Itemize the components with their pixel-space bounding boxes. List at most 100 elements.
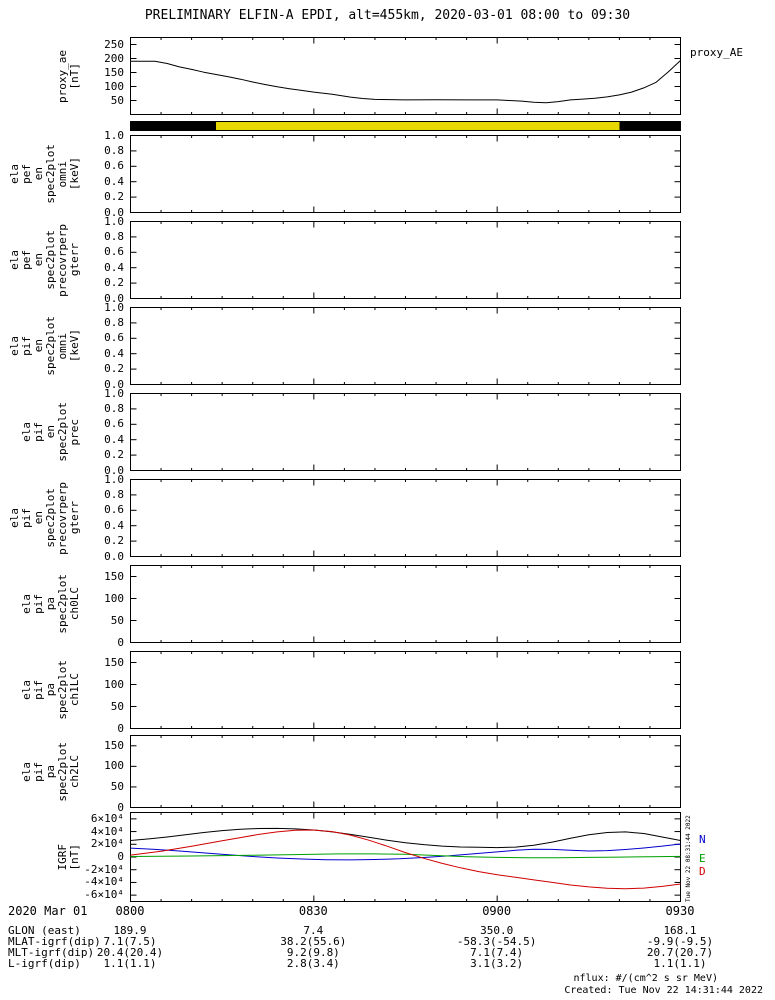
panel-pif-pa-ch0lc	[130, 565, 681, 643]
y-tick-label: 0.4	[104, 432, 124, 446]
ylabel-line: proxy_ae	[56, 49, 69, 103]
ylabel-line: spec2plot	[56, 574, 69, 634]
y-tick-label: 100	[104, 591, 124, 605]
y-tick-label: 0.0	[104, 463, 124, 477]
ylabel-line: [keV]	[68, 329, 81, 363]
ylabel-line: pif	[20, 508, 33, 528]
panel-ylabel-proxy-ae: proxy_ae [nT]	[2, 37, 81, 115]
ylabel-line: spec2plot	[44, 144, 57, 204]
igrf-legend-D: D	[699, 865, 706, 878]
created-timestamp: Created: Tue Nov 22 14:31:44 2022	[564, 985, 763, 996]
y-tick-label: 1.0	[104, 214, 124, 228]
panel-ylabel-pef-en-precovrperp: ela pef en spec2plot precovrperp gterr	[2, 221, 81, 299]
ylabel-line: ela	[20, 422, 33, 442]
y-tick-label: 200	[104, 51, 124, 65]
y-tick-label: 0.6	[104, 245, 124, 259]
var-value: 38.2(55.6)	[280, 935, 347, 948]
time-tick-label: 0930	[665, 904, 695, 918]
var-value: 20.4(20.4)	[96, 946, 164, 959]
y-tick-label: 150	[104, 569, 124, 583]
y-tick-label: 0.6	[104, 331, 124, 345]
time-tick-label: 0900	[482, 904, 512, 918]
ylabel-line: pif	[32, 761, 45, 782]
var-value: 189.9	[113, 924, 147, 937]
ylabel-line: en	[32, 511, 45, 525]
panel-pef-en-precovrperp	[130, 221, 681, 299]
var-value: 20.7(20.7)	[646, 946, 714, 959]
var-row-label: MLT-igrf(dip)	[8, 946, 95, 959]
ylabel-line: pif	[32, 422, 45, 442]
proxy-ae-right-label: proxy_AE	[690, 46, 743, 59]
y-tick-label: 1.0	[104, 128, 124, 142]
y-tick-label: 0.0	[104, 291, 124, 305]
panel-ylabel-igrf: IGRF [nT]	[2, 812, 81, 902]
ylabel-line: [keV]	[68, 157, 81, 191]
var-value: 168.1	[663, 924, 697, 937]
panel-ylabel-pif-en-omni: ela pif en spec2plot omni [keV]	[2, 307, 81, 385]
var-value: 350.0	[480, 924, 514, 937]
var-row-label: MLAT-igrf(dip)	[8, 935, 101, 948]
y-tick-label: 0.8	[104, 143, 124, 157]
y-tick-label: 0.4	[104, 174, 124, 188]
panel-pif-pa-ch1lc	[130, 651, 681, 729]
y-tick-label: 1.0	[104, 386, 124, 400]
ylabel-line: pef	[20, 250, 33, 270]
panel-ylabel-pef-en-omni: ela pef en spec2plot omni [keV]	[2, 135, 81, 213]
ylabel-line: spec2plot	[56, 402, 69, 462]
y-tick-label: 6×10⁴	[90, 811, 124, 825]
ylabel-line: pif	[32, 594, 45, 614]
panel-pif-en-omni	[130, 307, 681, 385]
y-tick-label: 50	[110, 93, 124, 107]
y-tick-label: 150	[104, 655, 124, 669]
ylabel-line: en	[32, 253, 45, 267]
y-tick-label: 0.6	[104, 417, 124, 431]
y-tick-label: 0.0	[104, 549, 124, 563]
y-tick-label: 0	[117, 800, 124, 814]
y-tick-label: 0.2	[104, 190, 124, 204]
y-tick-label: 0.2	[104, 276, 124, 290]
ylabel-line: IGRF	[56, 843, 69, 871]
ylabel-line: ela	[20, 594, 33, 614]
ylabel-line: spec2plot	[56, 660, 69, 720]
ylabel-line: gterr	[68, 501, 81, 535]
ylabel-line: [nT]	[68, 62, 81, 90]
plot-title: PRELIMINARY ELFIN-A EPDI, alt=455km, 202…	[144, 8, 631, 23]
y-tick-label: 1.0	[104, 300, 124, 314]
y-tick-label: 0.4	[104, 260, 124, 274]
ylabel-line: gterr	[68, 243, 81, 277]
panel-ylabel-pif-en-precovrperp: ela pif en spec2plot precovrperp gterr	[2, 479, 81, 557]
ylabel-line: pa	[44, 764, 57, 779]
y-tick-label: 100	[104, 677, 124, 691]
y-tick-label: 0.2	[104, 534, 124, 548]
var-value: 3.1(3.2)	[470, 957, 524, 970]
y-tick-label: 100	[104, 79, 124, 93]
y-tick-label: 0.0	[104, 205, 124, 219]
y-tick-label: 4×10⁴	[90, 824, 124, 838]
y-tick-label: 50	[110, 613, 124, 627]
ylabel-line: ela	[8, 250, 21, 270]
ylabel-line: pef	[20, 164, 33, 184]
ylabel-line: pif	[20, 336, 33, 356]
panel-pif-pa-ch2lc	[130, 735, 681, 808]
time-tick-label: 0830	[298, 904, 328, 918]
ylabel-line: spec2plot	[44, 488, 57, 548]
y-tick-label: 50	[110, 699, 124, 713]
y-tick-label: 0.2	[104, 448, 124, 462]
ylabel-line: precovrperp	[56, 223, 69, 297]
ylabel-line: spec2plot	[44, 230, 57, 290]
y-tick-label: -2×10⁴	[84, 862, 124, 876]
y-tick-label: 150	[104, 738, 124, 752]
y-tick-label: 2×10⁴	[90, 837, 124, 851]
panel-pif-en-prec	[130, 393, 681, 471]
panel-sunlight-bar	[130, 121, 681, 131]
ylabel-line: prec	[68, 418, 81, 446]
panel-ylabel-pif-pa-ch1lc: ela pif pa spec2plot ch1LC	[2, 651, 81, 729]
y-tick-label: 0.8	[104, 229, 124, 243]
panel-ylabel-pif-pa-ch2lc: ela pif pa spec2plot ch2LC	[2, 735, 81, 808]
var-value: 1.1(1.1)	[103, 957, 157, 970]
ylabel-line: ela	[20, 680, 33, 700]
ylabel-line: pa	[44, 683, 57, 697]
y-tick-label: 50	[110, 779, 124, 793]
y-tick-label: 0.8	[104, 487, 124, 501]
panel-pef-en-omni	[130, 135, 681, 213]
